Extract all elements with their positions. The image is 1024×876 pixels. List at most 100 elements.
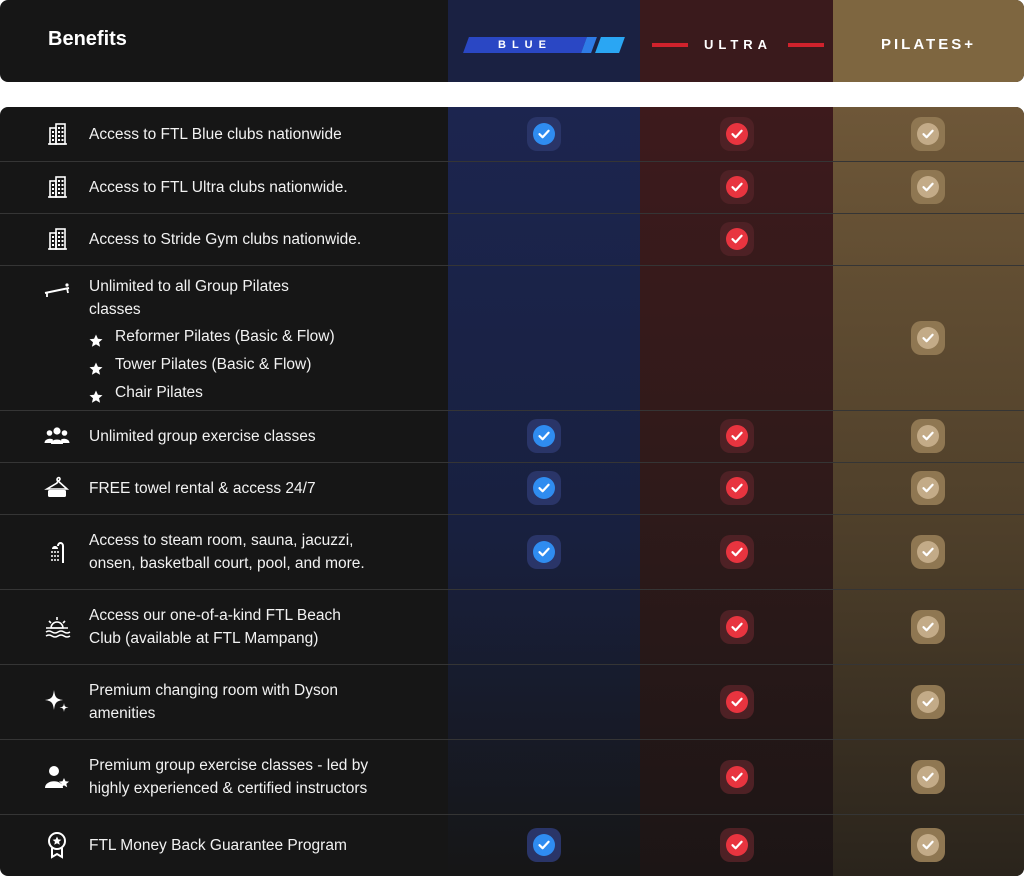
award-badge-icon [43,831,71,859]
ultra-check-icon [720,760,754,794]
benefit-text-line: Access our one-of-a-kind FTL Beach [89,607,341,624]
building-icon [43,173,71,201]
benefit-row: Access to FTL Blue clubs nationwide [0,107,1024,161]
benefit-text-line: Access to Stride Gym clubs nationwide. [89,231,362,248]
benefit-text: Access to Stride Gym clubs nationwide. [89,228,419,251]
benefit-row: Access to Stride Gym clubs nationwide. [0,213,1024,265]
benefit-text: Access to FTL Blue clubs nationwide [89,123,419,146]
ultra-check-icon [720,419,754,453]
pilates-check-icon [911,610,945,644]
row-divider [0,161,1024,162]
benefit-text-line: amenities [89,705,156,722]
benefit-row: Access our one-of-a-kind FTL Beach Club (… [0,589,1024,664]
benefit-text: Access our one-of-a-kind FTL Beach Club (… [89,604,419,650]
pilates-check-icon [911,419,945,453]
row-divider [0,514,1024,515]
ultra-check-icon [720,535,754,569]
plans-header: Benefits BLUE ULTRA PILATES+ [0,0,1024,82]
benefit-text-line: Access to steam room, sauna, jacuzzi, [89,532,354,549]
benefit-row: Access to steam room, sauna, jacuzzi, ons… [0,514,1024,589]
pilates-check-icon [911,471,945,505]
benefit-text-line: Access to FTL Blue clubs nationwide [89,126,342,143]
benefit-row: FREE towel rental & access 24/7 [0,462,1024,514]
sub-benefit-label: Tower Pilates (Basic & Flow) [115,356,312,373]
row-divider [0,589,1024,590]
ultra-check-icon [720,685,754,719]
benefit-text: FTL Money Back Guarantee Program [89,834,419,857]
beach-sunset-icon [43,613,71,641]
group-icon [43,422,71,450]
benefit-text: Unlimited to all Group Pilates classes Ref… [89,275,419,407]
pilates-check-icon [911,170,945,204]
benefit-text-line: highly experienced & certified instructo… [89,780,368,797]
row-divider [0,739,1024,740]
benefit-row: Unlimited group exercise classes [0,410,1024,462]
benefit-text-line: Unlimited to all Group Pilates [89,278,289,295]
star-icon [89,330,103,347]
sub-benefit-item: Chair Pilates [89,379,419,407]
sub-benefit-item: Tower Pilates (Basic & Flow) [89,351,419,379]
ultra-logo-text: ULTRA [703,37,773,52]
ultra-check-icon [720,828,754,862]
pilates-logo: PILATES+ [881,36,976,53]
pilates-check-icon [911,321,945,355]
blue-check-icon [527,471,561,505]
instructor-star-icon [43,763,71,791]
blue-check-icon [527,117,561,151]
benefit-text: Unlimited group exercise classes [89,425,419,448]
row-divider [0,410,1024,411]
row-divider [0,265,1024,266]
benefit-text: Premium group exercise classes - led by h… [89,754,419,800]
benefit-text-line: Club (available at FTL Mampang) [89,630,319,647]
benefit-row: Premium changing room with Dyson amenitie… [0,664,1024,739]
star-icon [89,386,103,403]
ultra-check-icon [720,117,754,151]
sub-benefit-label: Reformer Pilates (Basic & Flow) [115,328,335,345]
blue-check-icon [527,535,561,569]
ultra-check-icon [720,170,754,204]
blue-logo-text: BLUE [498,39,552,51]
pilates-check-icon [911,760,945,794]
sparkle-icon [43,688,71,716]
benefit-text-line: FTL Money Back Guarantee Program [89,837,347,854]
benefit-text: FREE towel rental & access 24/7 [89,477,419,500]
blue-check-icon [527,419,561,453]
blue-check-icon [527,828,561,862]
benefit-text-line: onsen, basketball court, pool, and more. [89,555,365,572]
ultra-header-column [640,0,833,82]
benefit-row: Premium group exercise classes - led by h… [0,739,1024,814]
pilates-check-icon [911,685,945,719]
shower-icon [43,538,71,566]
benefit-text-line: FREE towel rental & access 24/7 [89,480,316,497]
benefit-text: Premium changing room with Dyson amenitie… [89,679,419,725]
benefit-row: FTL Money Back Guarantee Program [0,814,1024,876]
benefit-row: Unlimited to all Group Pilates classes Ref… [0,265,1024,410]
pilates-header-column [833,0,1024,82]
sub-benefit-item: Reformer Pilates (Basic & Flow) [89,323,419,351]
ultra-logo: ULTRA [652,36,824,54]
row-divider [0,462,1024,463]
benefit-text-line: classes [89,301,141,318]
benefits-title: Benefits [48,28,127,50]
pilates-check-icon [911,828,945,862]
benefit-text-line: Premium changing room with Dyson [89,682,338,699]
building-icon [43,120,71,148]
row-divider [0,213,1024,214]
reformer-icon [43,277,71,305]
towel-hanger-icon [43,474,71,502]
sub-benefit-label: Chair Pilates [115,384,203,401]
row-divider [0,814,1024,815]
ultra-check-icon [720,471,754,505]
benefits-table: Access to FTL Blue clubs nationwide Acces… [0,107,1024,876]
benefit-row: Access to FTL Ultra clubs nationwide. [0,161,1024,213]
star-icon [89,358,103,375]
pilates-check-icon [911,117,945,151]
benefit-text-line: Premium group exercise classes - led by [89,757,369,774]
benefit-text: Access to FTL Ultra clubs nationwide. [89,176,419,199]
benefit-text-line: Unlimited group exercise classes [89,428,316,445]
benefit-text: Access to steam room, sauna, jacuzzi, ons… [89,529,419,575]
row-divider [0,664,1024,665]
benefit-text-line: Access to FTL Ultra clubs nationwide. [89,179,348,196]
building-icon [43,225,71,253]
pilates-check-icon [911,535,945,569]
